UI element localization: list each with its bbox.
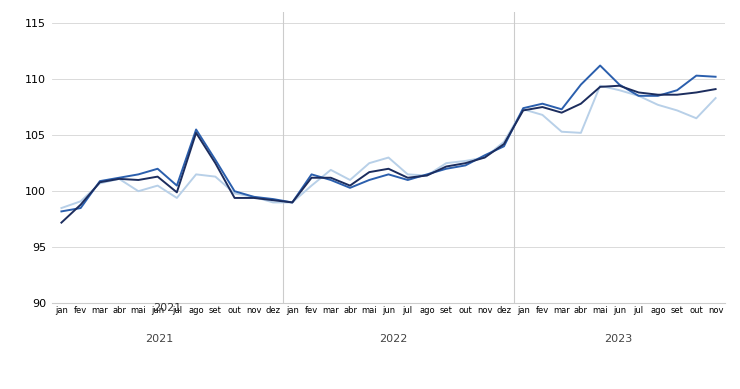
Text: 2023: 2023 bbox=[604, 334, 632, 344]
Text: 2021: 2021 bbox=[153, 303, 181, 314]
Text: 2022: 2022 bbox=[379, 334, 408, 344]
Text: 2021: 2021 bbox=[145, 334, 173, 344]
